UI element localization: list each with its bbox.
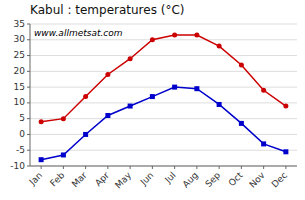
- series-marker: [39, 119, 44, 124]
- plot-area: [39, 33, 289, 163]
- series-line: [41, 35, 286, 122]
- series-marker: [83, 132, 88, 137]
- grid-line: [30, 102, 297, 103]
- y-tick-label: -5: [16, 145, 25, 155]
- series-line: [41, 87, 286, 160]
- series-marker: [261, 88, 266, 93]
- title: Kabul : temperatures (°C): [30, 3, 184, 17]
- series-marker: [39, 157, 44, 162]
- grid-line: [30, 118, 297, 119]
- x-tick: [174, 166, 175, 169]
- series-marker: [61, 152, 66, 157]
- series-marker: [172, 33, 177, 38]
- series-marker: [239, 63, 244, 68]
- x-tick-label: May: [113, 170, 134, 191]
- x-tick: [85, 166, 86, 169]
- series-marker: [283, 104, 288, 109]
- grid-line: [30, 134, 297, 135]
- series-marker: [105, 113, 110, 118]
- x-tick-label: Jul: [162, 170, 177, 185]
- x-tick: [196, 166, 197, 169]
- series-marker: [217, 44, 222, 49]
- series-marker: [105, 72, 110, 77]
- x-tick: [130, 166, 131, 169]
- y-tick-label: -10: [10, 161, 25, 171]
- series-marker: [194, 86, 199, 91]
- grid-line: [30, 87, 297, 88]
- y-tick-label: 5: [19, 113, 25, 123]
- x-tick-label: Jan: [27, 170, 45, 188]
- x-axis: [30, 166, 297, 167]
- x-tick: [241, 166, 242, 169]
- x-tick-label: Oct: [226, 170, 244, 188]
- series-marker: [239, 121, 244, 126]
- series-marker: [150, 37, 155, 42]
- x-tick: [41, 166, 42, 169]
- series-marker: [172, 85, 177, 90]
- grid-line: [30, 24, 297, 25]
- x-tick: [107, 166, 108, 169]
- y-tick-label: 15: [14, 82, 25, 92]
- x-tick: [263, 166, 264, 169]
- series-marker: [128, 56, 133, 61]
- series-marker: [61, 116, 66, 121]
- y-tick-label: 35: [14, 19, 25, 29]
- y-tick-label: 10: [14, 97, 26, 107]
- grid-line: [30, 55, 297, 56]
- x-tick-label: Feb: [48, 170, 67, 189]
- y-tick-label: 0: [19, 129, 25, 139]
- series-marker: [128, 104, 133, 109]
- grid-line: [30, 150, 297, 151]
- series-marker: [150, 94, 155, 99]
- x-tick-label: Nov: [247, 170, 267, 190]
- grid-line: [30, 71, 297, 72]
- series-marker: [261, 141, 266, 146]
- x-tick: [219, 166, 220, 169]
- y-tick-label: 25: [14, 50, 25, 60]
- grid-line: [30, 166, 297, 167]
- x-tick-label: Mar: [70, 170, 89, 189]
- series-marker: [283, 149, 288, 154]
- series-marker: [83, 94, 88, 99]
- series-marker: [194, 33, 199, 38]
- x-tick-label: Apr: [93, 170, 111, 188]
- series-marker: [217, 102, 222, 107]
- x-tick: [152, 166, 153, 169]
- x-tick: [63, 166, 64, 169]
- x-tick-label: Aug: [181, 170, 201, 190]
- grid-line: [30, 39, 297, 40]
- x-tick-label: Dec: [270, 170, 289, 189]
- y-tick-label: 20: [14, 66, 26, 76]
- x-tick: [285, 166, 286, 169]
- watermark: www.allmetsat.com: [34, 28, 123, 38]
- y-axis: [30, 24, 31, 166]
- chart: -10 -5 0 5 10 15 20 25 30 35 JanFebMarAprMayJun Jul…: [0, 0, 305, 200]
- x-tick-label: Jun: [138, 170, 156, 188]
- x-tick-label: Sep: [203, 170, 222, 189]
- y-tick-label: 30: [14, 34, 26, 44]
